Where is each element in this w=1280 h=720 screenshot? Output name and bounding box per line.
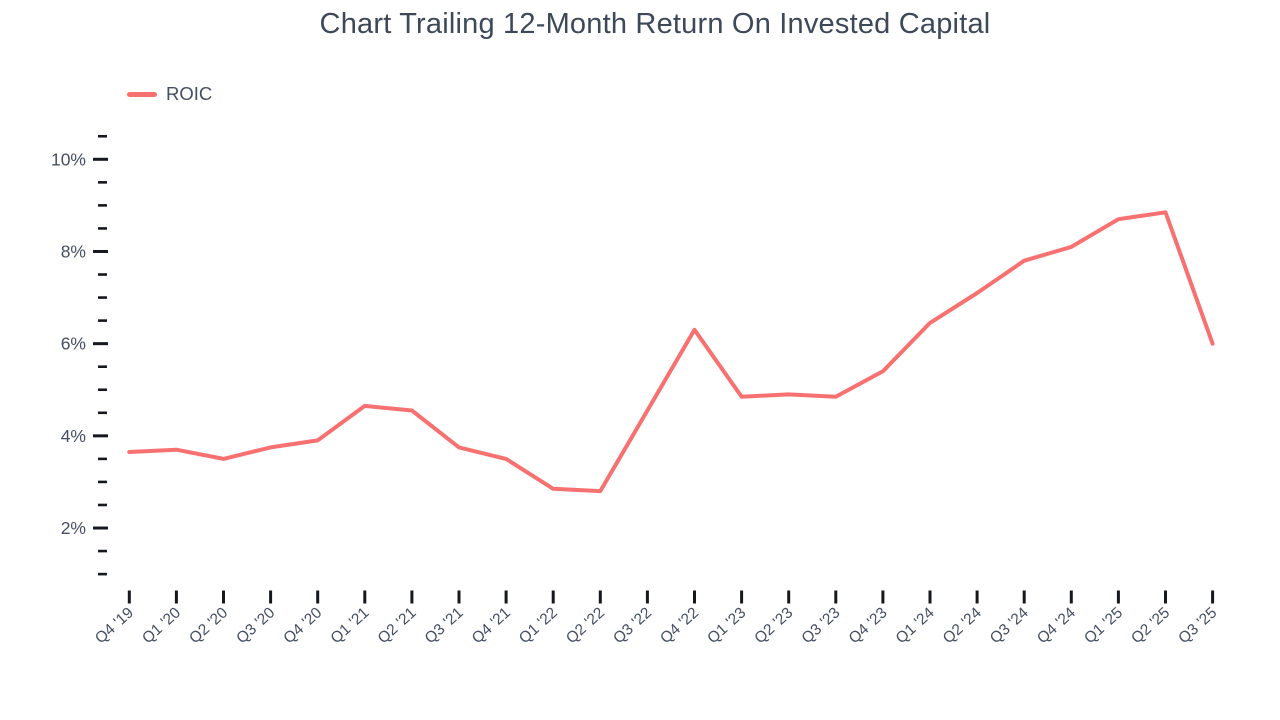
y-axis-label: 6% [61, 334, 86, 354]
x-axis-label: Q4 '20 [280, 604, 325, 647]
x-axis-label: Q2 '24 [940, 604, 985, 647]
x-axis-label: Q1 '22 [516, 604, 561, 647]
x-axis-label: Q1 '21 [328, 604, 373, 647]
x-axis-label: Q1 '24 [893, 604, 938, 647]
chart-title: Chart Trailing 12-Month Return On Invest… [319, 8, 991, 40]
x-axis-label: Q2 '25 [1128, 604, 1173, 647]
legend-label: ROIC [166, 83, 213, 104]
y-axis-label: 2% [61, 518, 86, 538]
x-axis-label: Q4 '24 [1034, 604, 1079, 647]
legend: ROIC [127, 83, 212, 105]
x-axis-label: Q3 '20 [233, 604, 278, 647]
x-axis-label: Q3 '22 [610, 604, 655, 647]
x-axis-label: Q1 '23 [704, 604, 749, 647]
roic-series-swatch-icon [127, 91, 157, 97]
x-axis-label: Q4 '19 [92, 604, 137, 647]
x-axis-label: Q2 '23 [751, 604, 796, 647]
x-axis-label: Q2 '22 [563, 604, 608, 647]
x-axis-label: Q1 '20 [139, 604, 184, 647]
x-axis-label: Q3 '24 [987, 604, 1032, 647]
y-axis-label: 10% [51, 149, 86, 169]
x-axis-label: Q2 '20 [186, 604, 231, 647]
x-axis-label: Q4 '23 [846, 604, 891, 647]
x-axis-label: Q3 '25 [1175, 604, 1220, 647]
x-axis-label: Q4 '21 [469, 604, 514, 647]
x-axis-label: Q4 '22 [657, 604, 702, 647]
x-axis-label: Q2 '21 [375, 604, 420, 647]
y-axis-label: 4% [61, 426, 86, 446]
x-axis-label: Q3 '21 [422, 604, 467, 647]
x-axis-label: Q3 '23 [799, 604, 844, 647]
x-axis-label: Q1 '25 [1081, 604, 1126, 647]
y-axis-label: 8% [61, 241, 86, 261]
roic-series-line[interactable] [127, 210, 1215, 494]
legend-item-roic[interactable]: ROIC [127, 83, 212, 105]
